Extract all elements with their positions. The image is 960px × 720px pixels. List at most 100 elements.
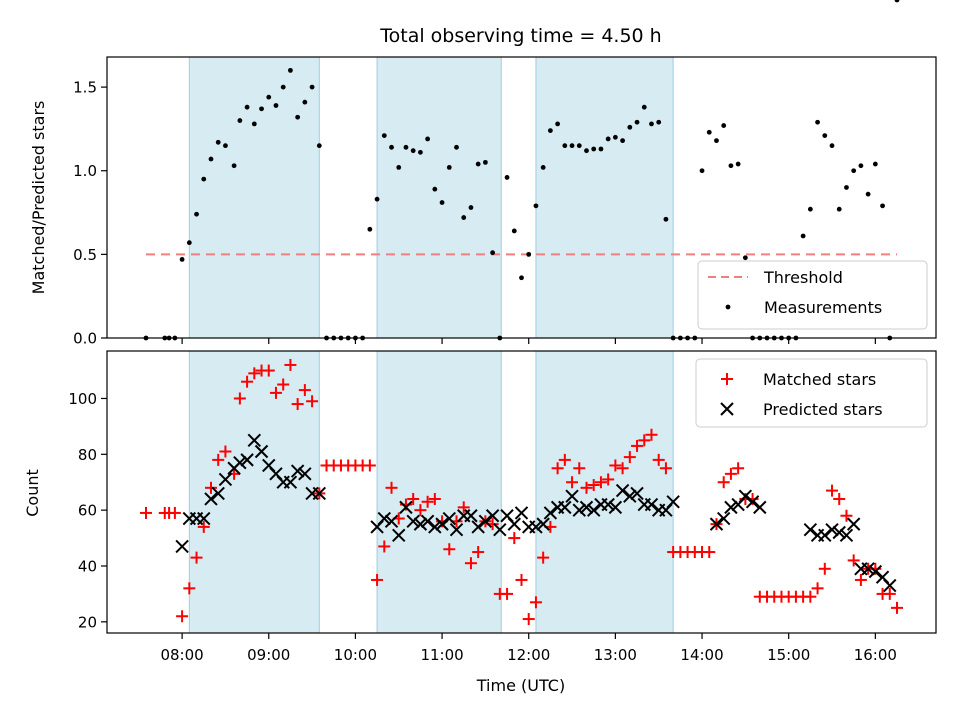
x-tick-label: 16:00 [854,646,897,664]
measurement-point [179,256,185,262]
measurement-point [396,164,402,170]
x-tick-label: 13:00 [594,646,637,664]
measurement-point [858,163,864,169]
predicted-star-point [716,511,731,526]
predicted-star-point [485,509,500,523]
ratio-shaded-intervals [188,56,674,339]
measurement-point [266,94,272,100]
predicted-star-point [312,486,327,501]
predicted-star-point [392,528,406,542]
measurement-point [251,121,257,127]
measurement-point [381,133,387,139]
predicted-star-point [565,489,579,503]
predicted-star-point [558,500,572,515]
predicted-star-point [572,503,586,517]
matched-star-point [818,562,831,575]
measurement-point [605,136,611,142]
matched-star-point [421,495,434,508]
count-panel: 20 40 60 80 100 08:00 09:00 10:00 11:00 12:00 13:… [23,350,937,695]
measurement-point [829,143,835,149]
measurement-point [533,203,539,209]
matched-star-point [183,582,196,595]
ratio-x-ticks [181,338,876,344]
measurement-point [316,143,322,149]
predicted-star-point [211,486,225,501]
predicted-star-point [615,483,630,498]
predicted-star-point [218,472,233,487]
ratio-y-ticks: 0.0 0.5 1.0 1.5 [73,79,107,348]
predicted-star-point [507,517,521,531]
matched-star-point [703,546,716,559]
measurement-point [822,133,828,139]
measurement-point [844,185,849,190]
matched-star-point [883,587,896,600]
measurement-point [302,99,308,105]
measurement-point [403,144,409,150]
matched-star-point [847,554,860,567]
matched-star-point [269,386,282,399]
measurement-point [612,134,618,140]
measurement-point [576,143,582,149]
matched-star-point [652,453,665,466]
predicted-star-point [745,495,760,509]
predicted-star-point [608,500,623,515]
shaded-interval [188,56,320,339]
measurement-point [194,211,199,217]
measurement-point [865,191,871,197]
matched-star-point [551,462,564,475]
measurement-point [880,203,885,209]
predicted-star-point [644,497,659,512]
matched-star-point [378,540,391,553]
matched-star-point [385,481,398,494]
matched-star-point [854,573,867,586]
predicted-star-point [846,517,861,531]
predicted-star-point [240,453,254,467]
measurement-point [482,159,488,165]
legend-matched-swatch [721,373,733,385]
matched-star-point [457,501,470,514]
matched-star-point [638,434,651,447]
legend-predicted-label: Predicted stars [763,400,883,419]
predicted-star-point [464,509,478,523]
matched-star-point [168,506,181,519]
count-y-axis-label: Count [23,469,42,517]
matched-star-point [139,506,152,519]
predicted-star-point [175,539,189,554]
matched-star-point [515,573,528,586]
matched-star-point [616,462,629,475]
predicted-star-point [868,564,883,579]
measurement-point [280,84,286,90]
count-legend: Matched stars Predicted stars [695,358,928,428]
legend-measurements-label: Measurements [764,298,882,317]
matched-star-point [248,367,261,380]
matched-star-point [891,601,904,614]
legend-measurements-swatch [725,304,731,310]
matched-star-point [363,459,376,472]
matched-star-point [645,428,658,441]
predicted-star-point [384,514,399,529]
legend-matched-label: Matched stars [763,370,876,389]
chart-title: Total observing time = 4.50 h [379,25,661,47]
measurement-point [201,176,207,182]
measurement-point [634,119,640,125]
predicted-star-point [449,522,464,537]
matched-star-point [811,582,824,595]
matched-star-point [306,395,319,408]
predicted-star-point [825,522,839,537]
measurement-point [728,163,734,169]
measurement-point [735,161,741,167]
measurement-point [468,205,474,210]
measurement-point [584,148,589,154]
matched-star-point [537,551,550,564]
measurement-point [555,121,561,127]
x-tick-label: 09:00 [247,646,290,664]
x-tick-label: 11:00 [420,646,463,664]
measurement-point [526,251,532,257]
legend-predicted-swatch [720,402,734,416]
shaded-interval [376,56,502,339]
measurement-point [446,164,452,170]
measurement-point [706,129,712,135]
measurement-point [367,226,373,232]
matched-star-point [212,453,225,466]
matched-star-point [407,492,420,505]
